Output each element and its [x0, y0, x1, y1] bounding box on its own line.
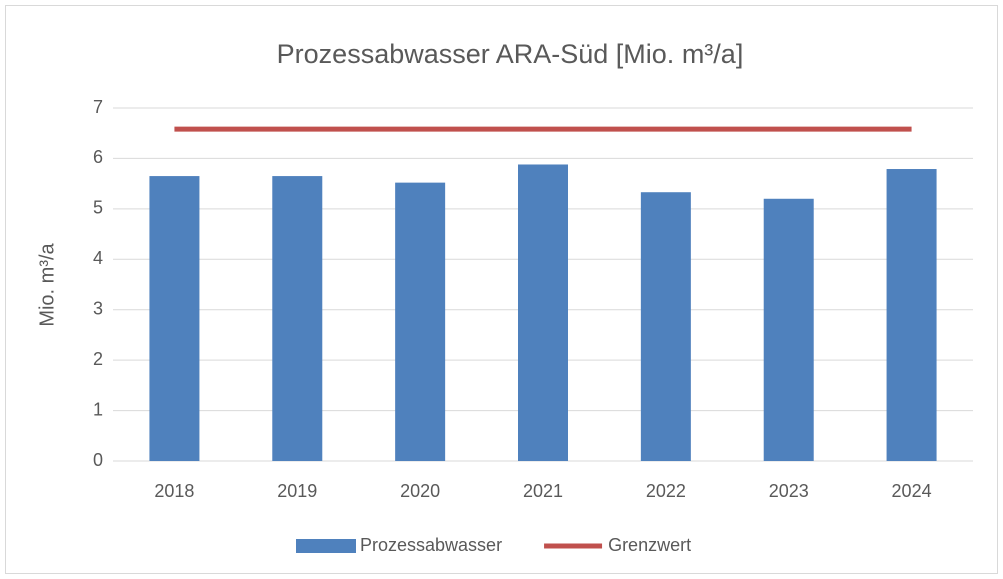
bar	[518, 164, 568, 462]
y-tick-label: 3	[93, 298, 103, 318]
y-tick-label: 0	[93, 450, 103, 470]
y-tick-label: 1	[93, 399, 103, 419]
y-tick-label: 6	[93, 147, 103, 167]
legend-label: Grenzwert	[608, 535, 691, 555]
y-tick-label: 7	[93, 97, 103, 117]
y-tick-label: 2	[93, 349, 103, 369]
chart-title: Prozessabwasser ARA-Süd [Mio. m³/a]	[277, 39, 744, 69]
x-tick-label: 2018	[154, 481, 194, 501]
x-tick-label: 2020	[400, 481, 440, 501]
legend-swatch	[296, 539, 356, 553]
bar	[149, 176, 200, 462]
x-tick-label: 2023	[769, 481, 809, 501]
y-axis-label: Mio. m³/a	[36, 242, 58, 326]
bar	[886, 169, 937, 462]
x-tick-label: 2022	[646, 481, 686, 501]
bar	[395, 182, 446, 462]
x-tick-label: 2019	[277, 481, 317, 501]
bar	[763, 198, 814, 461]
y-tick-label: 5	[93, 198, 103, 218]
x-tick-label: 2021	[523, 481, 563, 501]
bar	[272, 176, 323, 462]
legend-label: Prozessabwasser	[360, 535, 502, 555]
x-tick-label: 2024	[892, 481, 932, 501]
bar	[640, 192, 691, 462]
y-tick-label: 4	[93, 248, 103, 268]
